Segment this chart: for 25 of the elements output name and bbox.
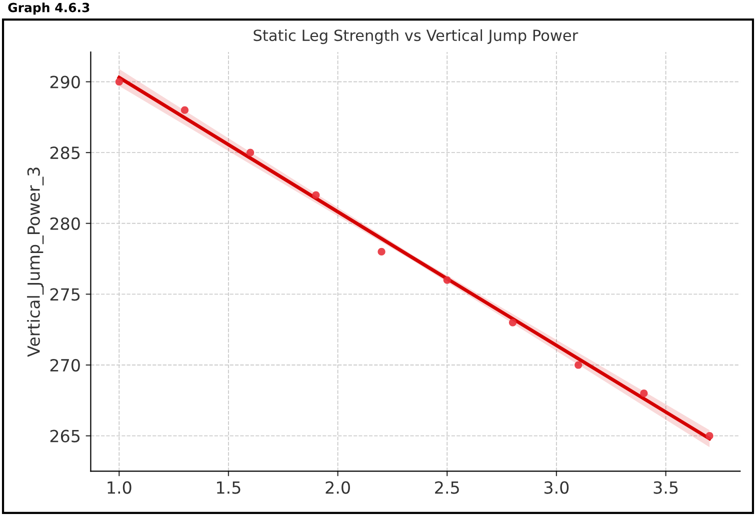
- point: [640, 390, 648, 398]
- point: [180, 106, 189, 114]
- x-tick-label: 2.5: [435, 481, 459, 494]
- point: [574, 361, 582, 369]
- y-tick-label: 270: [50, 358, 80, 372]
- y-axis-title: Vertical_Jump_Power_3: [27, 168, 44, 357]
- x-tick-label: 3.5: [654, 481, 678, 494]
- y-tick-label: 290: [50, 76, 80, 88]
- point: [246, 148, 254, 156]
- caption: Graph 4.6.3: [8, 2, 90, 15]
- point: [115, 78, 123, 86]
- point: [378, 248, 386, 256]
- chart-title: Static Leg Strength vs Vertical Jump Power: [254, 29, 578, 44]
- point: [508, 318, 517, 326]
- x-tick-label: 1.0: [108, 481, 132, 494]
- x-tick-label: 3.0: [544, 481, 569, 494]
- y-tick-label: 280: [50, 217, 80, 230]
- y-tick-label: 265: [50, 430, 80, 442]
- y-tick-label: 275: [50, 288, 80, 301]
- x-tick-label: 2.0: [326, 481, 350, 494]
- x-tick-label: 1.5: [217, 481, 240, 494]
- point: [706, 432, 714, 440]
- point: [312, 191, 320, 199]
- point: [443, 276, 451, 284]
- y-tick-label: 285: [50, 146, 80, 160]
